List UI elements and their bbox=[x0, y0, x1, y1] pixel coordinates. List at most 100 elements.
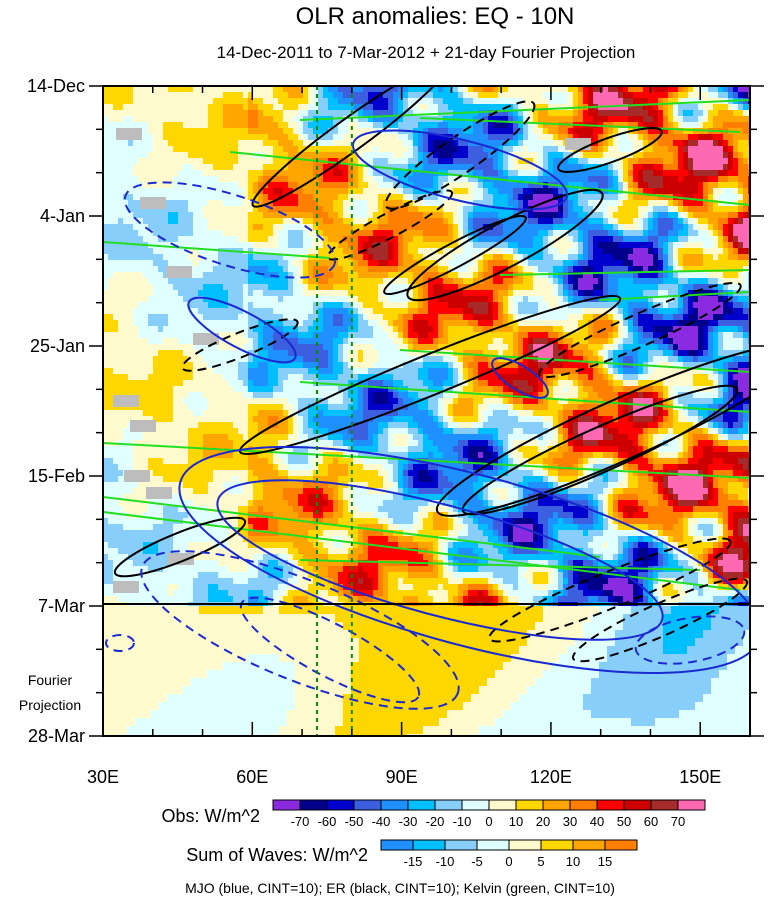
field-cell bbox=[478, 200, 484, 207]
field-cell bbox=[233, 92, 239, 99]
field-cell bbox=[173, 86, 179, 93]
field-cell bbox=[688, 92, 694, 99]
field-cell bbox=[368, 230, 374, 237]
field-cell bbox=[263, 272, 269, 279]
field-cell bbox=[613, 290, 619, 297]
field-cell bbox=[683, 86, 689, 93]
field-cell bbox=[423, 170, 429, 177]
field-cell bbox=[383, 86, 389, 93]
field-cell bbox=[503, 128, 509, 135]
field-cell bbox=[703, 242, 709, 249]
field-cell bbox=[368, 170, 374, 177]
field-cell bbox=[358, 218, 364, 225]
field-cell bbox=[573, 254, 579, 261]
field-cell bbox=[188, 206, 194, 213]
field-cell bbox=[558, 116, 564, 123]
field-cell bbox=[193, 110, 199, 117]
field-cell bbox=[143, 272, 149, 279]
field-cell bbox=[263, 200, 269, 207]
field-cell bbox=[123, 242, 129, 249]
field-cell bbox=[208, 104, 214, 111]
field-cell bbox=[633, 302, 639, 309]
field-cell bbox=[513, 236, 519, 243]
field-cell bbox=[578, 248, 584, 255]
field-cell bbox=[288, 266, 294, 273]
field-cell bbox=[243, 92, 249, 99]
field-cell bbox=[363, 146, 369, 153]
field-cell bbox=[598, 266, 604, 273]
field-cell bbox=[668, 242, 674, 249]
field-cell bbox=[368, 176, 374, 183]
field-cell bbox=[743, 230, 749, 237]
field-cell bbox=[653, 158, 659, 165]
field-cell bbox=[478, 164, 484, 171]
field-cell bbox=[223, 254, 229, 261]
field-cell bbox=[388, 98, 394, 105]
field-cell bbox=[518, 158, 524, 165]
field-cell bbox=[618, 182, 624, 189]
field-cell bbox=[728, 230, 734, 237]
field-cell bbox=[248, 254, 254, 261]
field-cell bbox=[108, 302, 114, 309]
field-cell bbox=[518, 284, 524, 291]
field-cell bbox=[388, 134, 394, 141]
field-cell bbox=[608, 302, 614, 309]
field-cell bbox=[323, 230, 329, 237]
field-cell bbox=[168, 314, 174, 321]
field-cell bbox=[168, 206, 174, 213]
field-cell bbox=[593, 266, 599, 273]
field-cell bbox=[153, 266, 159, 273]
field-cell bbox=[173, 284, 179, 291]
field-cell bbox=[183, 218, 189, 225]
field-cell bbox=[678, 152, 684, 159]
field-cell bbox=[293, 140, 299, 147]
field-cell bbox=[618, 116, 624, 123]
field-cell bbox=[613, 92, 619, 99]
field-cell bbox=[228, 230, 234, 237]
field-cell bbox=[258, 134, 264, 141]
field-cell bbox=[563, 170, 569, 177]
field-cell bbox=[543, 164, 549, 171]
field-cell bbox=[183, 278, 189, 285]
field-cell bbox=[408, 224, 414, 231]
field-cell bbox=[353, 290, 359, 297]
field-cell bbox=[698, 242, 704, 249]
field-cell bbox=[303, 206, 309, 213]
field-cell bbox=[353, 242, 359, 249]
field-cell bbox=[598, 98, 604, 105]
field-cell bbox=[168, 308, 174, 315]
field-cell bbox=[128, 296, 134, 303]
field-cell bbox=[358, 200, 364, 207]
field-cell bbox=[703, 224, 709, 231]
field-cell bbox=[648, 164, 654, 171]
field-cell bbox=[643, 110, 649, 117]
field-cell bbox=[668, 230, 674, 237]
field-cell bbox=[703, 200, 709, 207]
field-cell bbox=[433, 86, 439, 93]
field-cell bbox=[343, 134, 349, 141]
field-cell bbox=[328, 230, 334, 237]
field-cell bbox=[743, 140, 749, 147]
field-cell bbox=[238, 134, 244, 141]
field-cell bbox=[713, 116, 719, 123]
field-cell bbox=[368, 266, 374, 273]
field-cell bbox=[608, 224, 614, 231]
field-cell bbox=[383, 248, 389, 255]
field-cell bbox=[188, 278, 194, 285]
field-cell bbox=[253, 134, 259, 141]
field-cell bbox=[383, 188, 389, 195]
field-cell bbox=[183, 98, 189, 105]
field-cell bbox=[108, 254, 114, 261]
field-cell bbox=[643, 254, 649, 261]
field-cell bbox=[133, 176, 139, 183]
field-cell bbox=[353, 254, 359, 261]
field-cell bbox=[658, 158, 664, 165]
field-cell bbox=[108, 242, 114, 249]
field-cell bbox=[113, 266, 119, 273]
field-cell bbox=[538, 236, 544, 243]
field-cell bbox=[223, 134, 229, 141]
field-cell bbox=[638, 278, 644, 285]
field-cell bbox=[623, 98, 629, 105]
field-cell bbox=[223, 260, 229, 267]
field-cell bbox=[188, 104, 194, 111]
